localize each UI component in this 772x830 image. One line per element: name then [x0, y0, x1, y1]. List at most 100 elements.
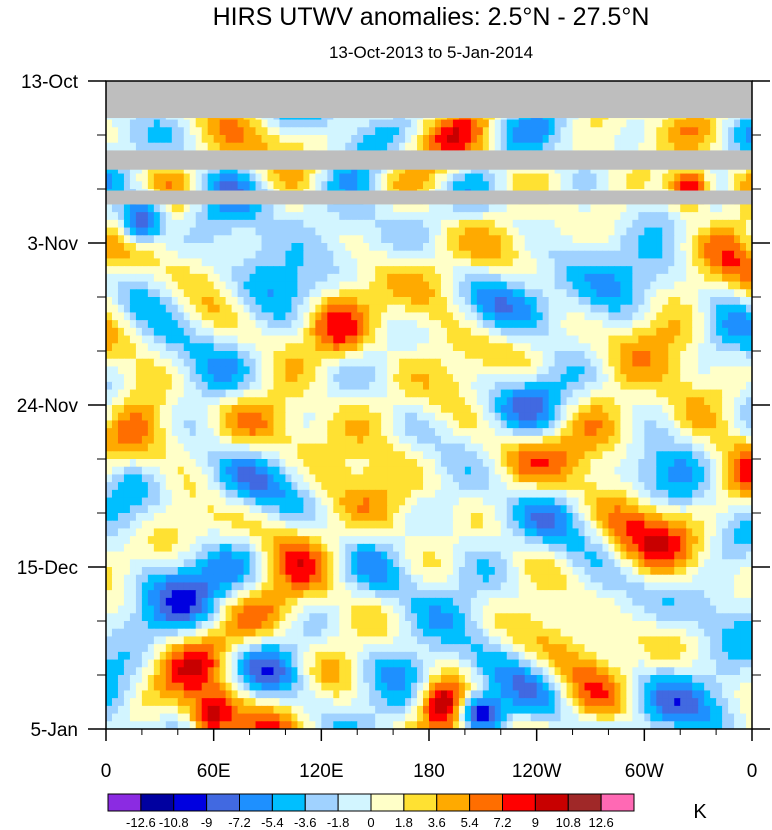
anomaly-cell [620, 351, 627, 360]
anomaly-cell [686, 173, 693, 182]
anomaly-cell [644, 227, 651, 236]
anomaly-cell [117, 389, 125, 398]
anomaly-cell [500, 212, 508, 221]
anomaly-cell [446, 281, 454, 290]
anomaly-cell [560, 258, 568, 267]
anomaly-cell [542, 320, 550, 329]
anomaly-cell [668, 374, 675, 383]
anomaly-cell [303, 204, 310, 213]
anomaly-cell [566, 135, 574, 144]
anomaly-cell [255, 405, 263, 414]
anomaly-cell [542, 374, 550, 383]
anomaly-cell [363, 428, 370, 437]
anomaly-cell [273, 397, 281, 406]
anomaly-cell [518, 181, 526, 190]
anomaly-cell [566, 119, 574, 128]
anomaly-cell [249, 297, 257, 306]
anomaly-cell [704, 405, 711, 414]
anomaly-cell [321, 343, 328, 352]
anomaly-cell [183, 420, 191, 429]
anomaly-cell [656, 181, 663, 190]
anomaly-cell [632, 212, 639, 221]
anomaly-cell [171, 389, 179, 398]
anomaly-cell [524, 412, 532, 422]
anomaly-cell [668, 243, 675, 252]
anomaly-cell [243, 312, 251, 321]
anomaly-cell [434, 366, 442, 375]
anomaly-cell [620, 327, 627, 337]
anomaly-cell [500, 119, 508, 128]
anomaly-cell [393, 281, 400, 290]
anomaly-cell [674, 374, 681, 383]
anomaly-cell [243, 381, 251, 391]
anomaly-cell [135, 312, 143, 321]
anomaly-cell [668, 258, 675, 267]
anomaly-cell [375, 281, 382, 290]
anomaly-cell [339, 258, 346, 267]
anomaly-cell [620, 312, 627, 321]
anomaly-cell [476, 219, 484, 229]
anomaly-cell [482, 304, 490, 314]
anomaly-cell [512, 412, 520, 422]
anomaly-cell [321, 173, 328, 182]
anomaly-cell [620, 405, 627, 414]
anomaly-cell [189, 266, 197, 275]
anomaly-cell [393, 397, 400, 406]
anomaly-cell [482, 273, 490, 283]
anomaly-cell [261, 281, 269, 290]
anomaly-cell [632, 227, 639, 236]
anomaly-cell [231, 312, 239, 321]
anomaly-cell [728, 420, 735, 429]
anomaly-cell [387, 397, 394, 406]
anomaly-cell [429, 219, 436, 229]
anomaly-cell [482, 351, 490, 360]
anomaly-cell [728, 358, 735, 368]
anomaly-cell [728, 266, 735, 275]
anomaly-cell [608, 327, 616, 337]
anomaly-cell [255, 135, 263, 144]
anomaly-cell [429, 173, 436, 182]
anomaly-cell [273, 250, 281, 260]
anomaly-cell [345, 312, 352, 321]
anomaly-cell [375, 327, 382, 337]
anomaly-cell [393, 405, 400, 414]
anomaly-cell [255, 389, 263, 398]
anomaly-cell [375, 227, 382, 236]
anomaly-cell [518, 281, 526, 290]
anomaly-cell [614, 204, 622, 213]
anomaly-cell [117, 273, 125, 283]
anomaly-cell [129, 412, 137, 422]
anomaly-cell [345, 381, 352, 391]
anomaly-cell [381, 412, 388, 422]
anomaly-cell [357, 219, 364, 229]
anomaly-cell [405, 250, 412, 260]
anomaly-cell [339, 204, 346, 213]
anomaly-cell [183, 135, 191, 144]
anomaly-cell [734, 181, 741, 190]
anomaly-cell [590, 135, 598, 144]
anomaly-cell [381, 266, 388, 275]
anomaly-cell [470, 381, 478, 391]
anomaly-cell [249, 266, 257, 275]
anomaly-cell [710, 135, 717, 144]
anomaly-cell [518, 397, 526, 406]
anomaly-cell [482, 173, 490, 182]
anomaly-cell [189, 420, 197, 429]
anomaly-cell [333, 343, 340, 352]
anomaly-cell [440, 266, 448, 275]
anomaly-cell [716, 428, 723, 437]
anomaly-cell [369, 351, 376, 360]
anomaly-cell [578, 235, 586, 244]
anomaly-cell [261, 219, 269, 229]
anomaly-cell [267, 219, 275, 229]
anomaly-cell [417, 235, 424, 244]
anomaly-cell [452, 281, 460, 290]
anomaly-cell [494, 281, 502, 290]
anomaly-cell [572, 381, 580, 391]
anomaly-cell [333, 227, 340, 236]
anomaly-cell [638, 243, 645, 252]
anomaly-cell [686, 304, 693, 314]
anomaly-cell [512, 227, 520, 236]
anomaly-cell [327, 428, 334, 437]
anomaly-cell [177, 181, 185, 190]
